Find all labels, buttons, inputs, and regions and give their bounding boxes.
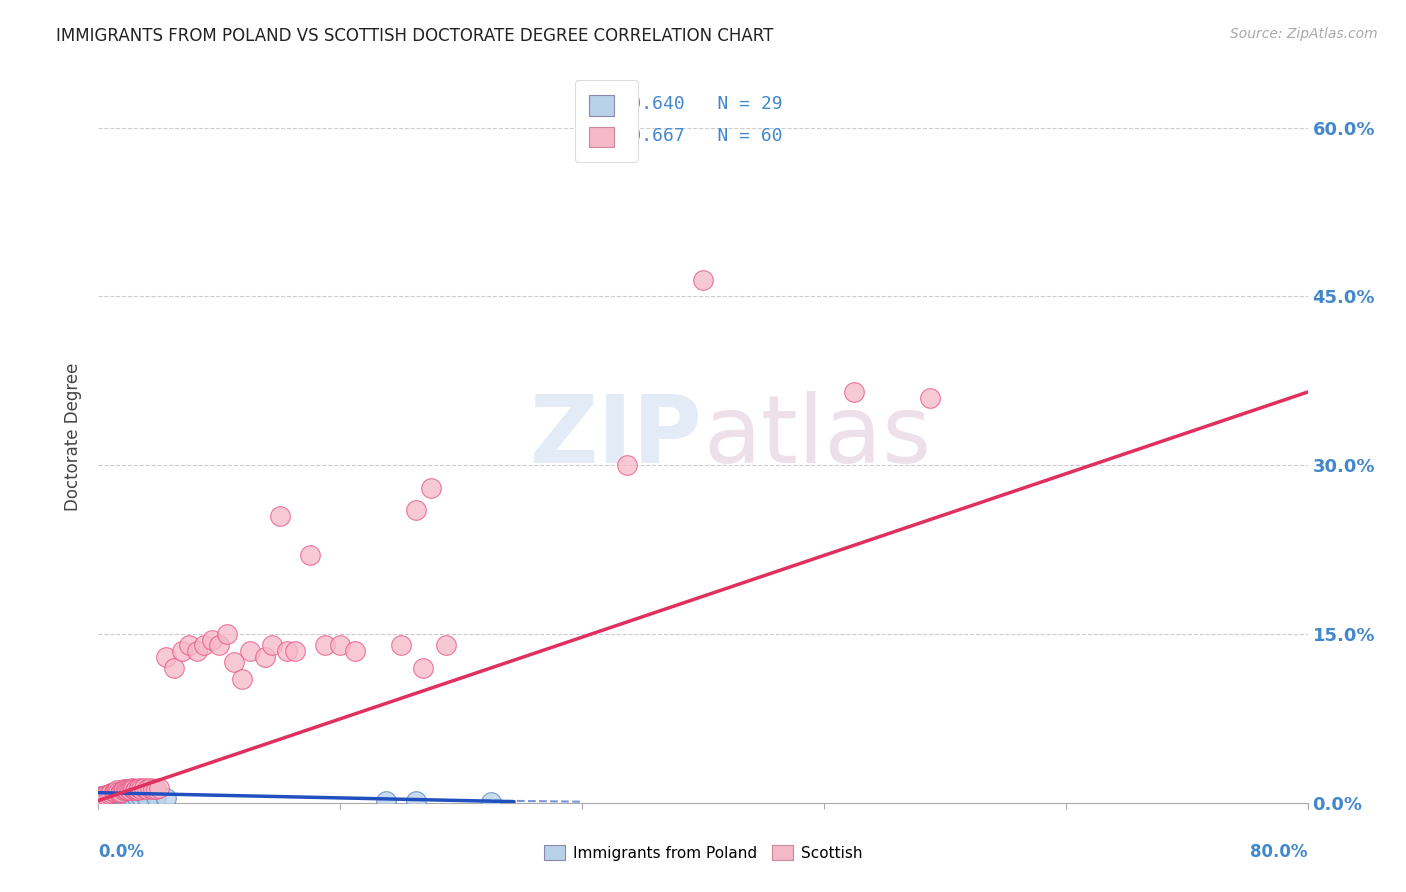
Point [129,782,152,797]
Point [389,638,412,652]
Point [103,789,125,803]
Point [127,783,149,797]
Point [112,782,135,797]
Text: Source: ZipAtlas.com: Source: ZipAtlas.com [1230,27,1378,41]
Point [145,782,167,797]
Point [111,783,134,797]
Point [329,638,352,652]
Point [96,790,118,805]
Point [170,644,193,658]
Point [135,791,157,805]
Point [100,786,122,800]
Point [481,795,503,809]
Point [125,782,148,797]
Point [90,789,112,803]
Point [94,788,117,802]
Point [104,790,127,805]
Point [193,638,215,652]
Point [115,783,138,797]
Text: ZIP: ZIP [530,391,703,483]
Point [224,655,246,669]
Point [98,789,121,803]
Point [253,649,276,664]
Point [155,649,177,664]
Point [124,783,146,797]
Point [101,789,124,803]
Point [148,781,170,796]
Point [112,790,135,805]
Legend: Immigrants from Poland, Scottish: Immigrants from Poland, Scottish [536,837,870,868]
Point [132,781,155,796]
Point [405,793,427,807]
Point [122,782,145,797]
Point [616,458,638,473]
Point [344,644,367,658]
Point [111,789,134,803]
Point [107,784,129,798]
Point [299,548,322,562]
Point [128,781,150,796]
Point [89,790,111,805]
Point [262,638,284,652]
Point [105,783,128,797]
Point [114,789,136,803]
Point [114,782,136,797]
Y-axis label: Doctorate Degree: Doctorate Degree [65,363,83,511]
Point [105,789,128,803]
Point [412,661,434,675]
Point [118,782,141,797]
Point [179,638,201,652]
Point [284,644,307,658]
Point [145,790,167,805]
Point [269,508,291,523]
Text: 0.0%: 0.0% [98,843,145,861]
Point [215,627,238,641]
Point [844,385,866,400]
Point [314,638,336,652]
Text: R = -0.640   N = 29: R = -0.640 N = 29 [576,95,783,113]
Point [91,789,114,803]
Point [108,786,131,800]
Point [121,781,143,796]
Text: R =  0.667   N = 60: R = 0.667 N = 60 [576,127,783,145]
Point [186,644,208,658]
Point [239,644,262,658]
Point [129,790,152,805]
Point [163,661,186,675]
Point [108,789,131,803]
Point [276,644,298,658]
Point [139,781,162,796]
Point [420,481,443,495]
Text: IMMIGRANTS FROM POLAND VS SCOTTISH DOCTORATE DEGREE CORRELATION CHART: IMMIGRANTS FROM POLAND VS SCOTTISH DOCTO… [56,27,773,45]
Point [115,790,138,805]
Point [208,638,231,652]
Text: 80.0%: 80.0% [1250,843,1308,861]
Point [692,272,714,286]
Point [434,638,457,652]
Point [374,793,396,807]
Point [201,632,224,647]
Point [107,790,129,805]
Point [110,790,132,805]
Point [405,503,427,517]
Point [118,791,141,805]
Point [155,791,177,805]
Point [231,672,253,686]
Point [918,391,941,405]
Point [142,782,165,797]
Point [94,788,117,802]
Point [135,782,157,797]
Point [93,789,115,803]
Point [98,787,121,801]
Point [103,784,125,798]
Text: atlas: atlas [703,391,931,483]
Point [121,790,143,805]
Point [104,784,127,798]
Point [89,790,111,805]
Point [100,790,122,805]
Point [120,783,142,797]
Point [125,789,148,803]
Point [110,784,132,798]
Point [91,790,114,805]
